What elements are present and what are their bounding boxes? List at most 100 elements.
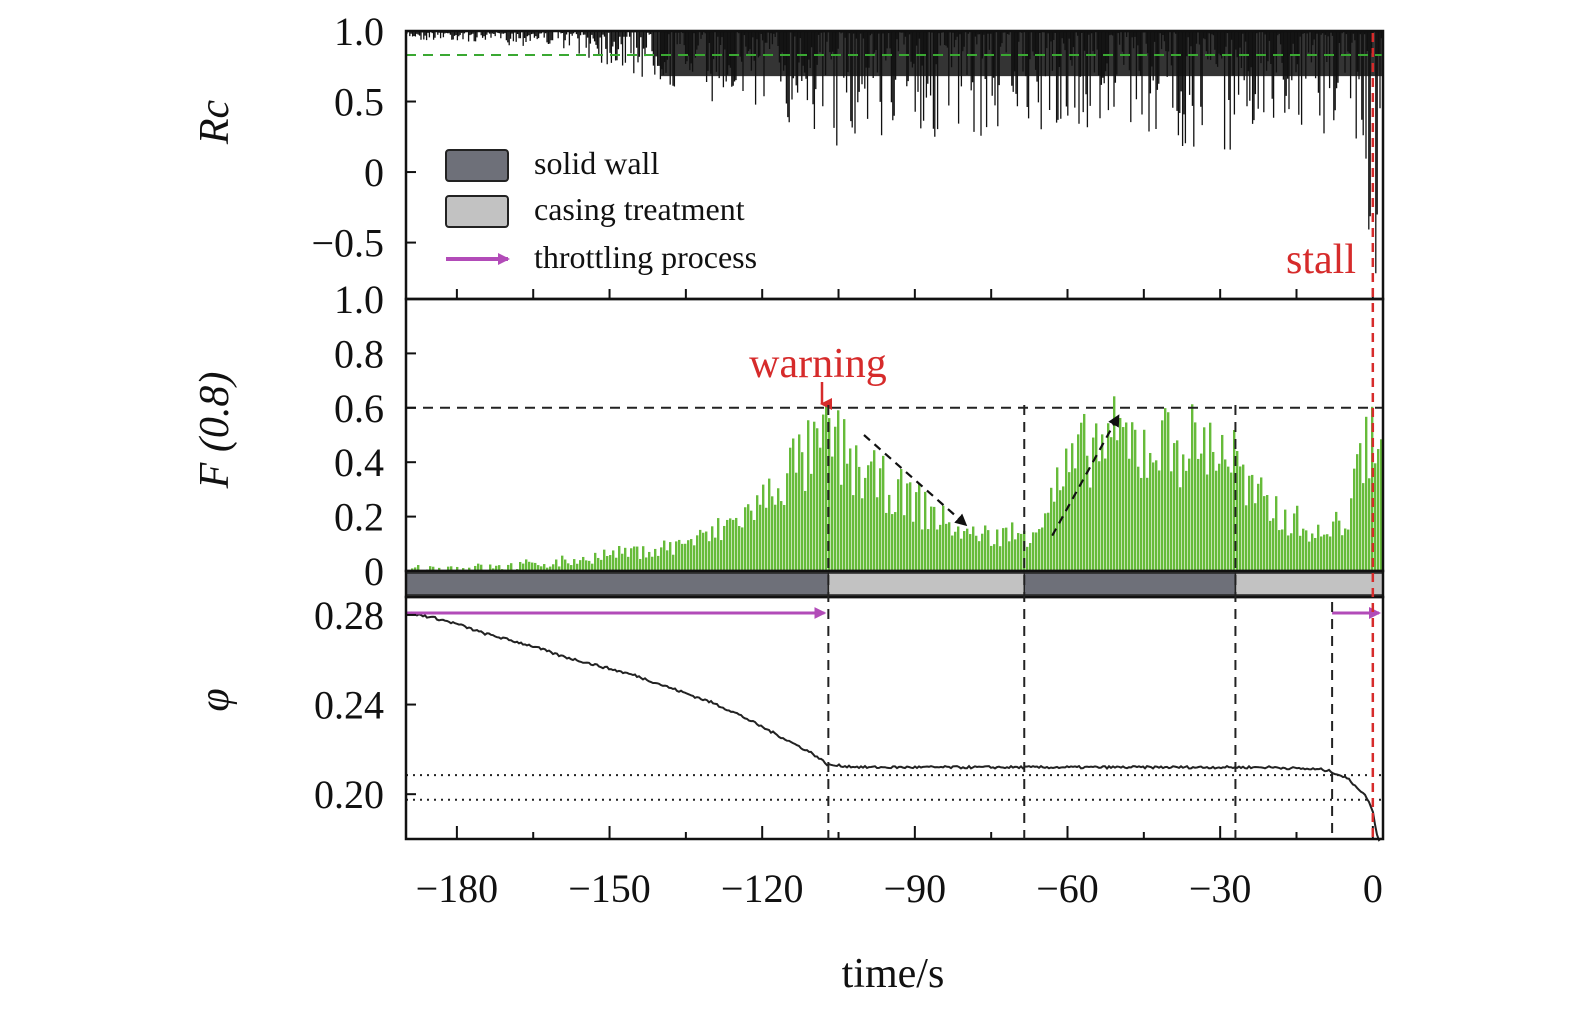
f-bar [1275,496,1278,571]
f-bar [1311,533,1314,571]
f-bar [1179,487,1182,571]
x-tick-label: −90 [884,866,947,911]
f-bar [1089,487,1092,571]
f-bar [495,565,498,571]
f-y-tick-label: 0 [364,549,384,594]
f-bar [636,546,639,571]
trend-arrows [863,414,1120,537]
f-bar [489,564,492,571]
f-bar [1170,471,1173,571]
f-bar [942,505,945,571]
f-bar [903,515,906,571]
f-bar [1350,498,1353,571]
f-bar [768,478,771,571]
f-bar [1134,429,1137,571]
f-bar [1185,470,1188,571]
f-bar [765,507,768,571]
f-bar [867,465,870,571]
f-bar [759,504,762,571]
f-bar [1242,464,1245,571]
f-bar [1110,437,1113,571]
f-bar [1365,416,1368,571]
f-bar [1107,423,1110,571]
f-bar [852,495,855,571]
x-axis-ticks: −180 −150 −120 −90 −60 −30 0 [416,826,1383,911]
f-bar [786,473,789,571]
f-bar [609,555,612,571]
f-bar [918,483,921,571]
f-bar [753,519,756,571]
f-bar [819,447,822,571]
f-bar [1002,528,1005,571]
f-bar [855,445,858,571]
f-bar [1206,474,1209,571]
f-bar [1257,483,1260,571]
f-bar [1119,417,1122,571]
f-bar [1278,530,1281,571]
f-bar [1164,408,1167,571]
f-bar [1083,413,1086,571]
f-bar [858,466,861,571]
f-bar [831,456,834,571]
f-bar [1356,454,1359,571]
f-bar [885,512,888,571]
x-tick-label: −120 [721,866,804,911]
f-bar [603,549,606,571]
f-bar [624,547,627,571]
f-bar [945,523,948,571]
f-bar [1167,412,1170,571]
f-bar [741,527,744,571]
f-bar [690,539,693,571]
f-bar [834,426,837,571]
f-bar [1326,534,1329,571]
f-bar [909,482,912,571]
legend-item-solid-wall: solid wall [445,145,659,182]
f-bar [585,560,588,571]
f-bar [588,560,591,571]
f-bar [627,556,630,571]
f-bar [1020,533,1023,571]
f-bar [1302,528,1305,571]
f-bar [1011,522,1014,571]
f-bar [711,526,714,571]
f-bar [726,519,729,571]
f-bar [1044,513,1047,571]
f-bar [1266,495,1269,571]
f-bar [552,564,555,571]
x-tick-label: −150 [568,866,651,911]
f-bar [1008,541,1011,571]
f-bar [1152,462,1155,571]
f-bar [1317,524,1320,571]
f-bar [780,501,783,571]
f-bar [1320,536,1323,571]
f-bar [612,550,615,571]
f-bar [870,461,873,571]
f-bar [1050,487,1053,571]
f-bar [615,557,618,571]
f-y-tick-label: 1.0 [334,277,384,322]
f-bar [1173,443,1176,571]
f-bar [729,518,732,571]
f-bar [1191,404,1194,571]
f-bar [1296,505,1299,571]
f-bar [999,546,1002,571]
f-bar [564,559,567,571]
x-tick-label: −60 [1036,866,1099,911]
f-bar [738,526,741,571]
f-y-tick-label: 0.4 [334,440,384,485]
f-bar [699,529,702,571]
f-bar [1260,477,1263,571]
f-bar [795,472,798,571]
f-bar [948,522,951,571]
warning-annotation: warning [749,341,887,387]
f-bar [861,498,864,571]
f-bar [750,510,753,571]
f-bar [900,469,903,571]
f-bar [882,455,885,571]
f-bar [1299,535,1302,571]
f-bar [429,566,432,571]
f-bar [792,438,795,571]
f-bar [1224,459,1227,571]
f-bar [591,563,594,571]
f-bar [1218,463,1221,571]
